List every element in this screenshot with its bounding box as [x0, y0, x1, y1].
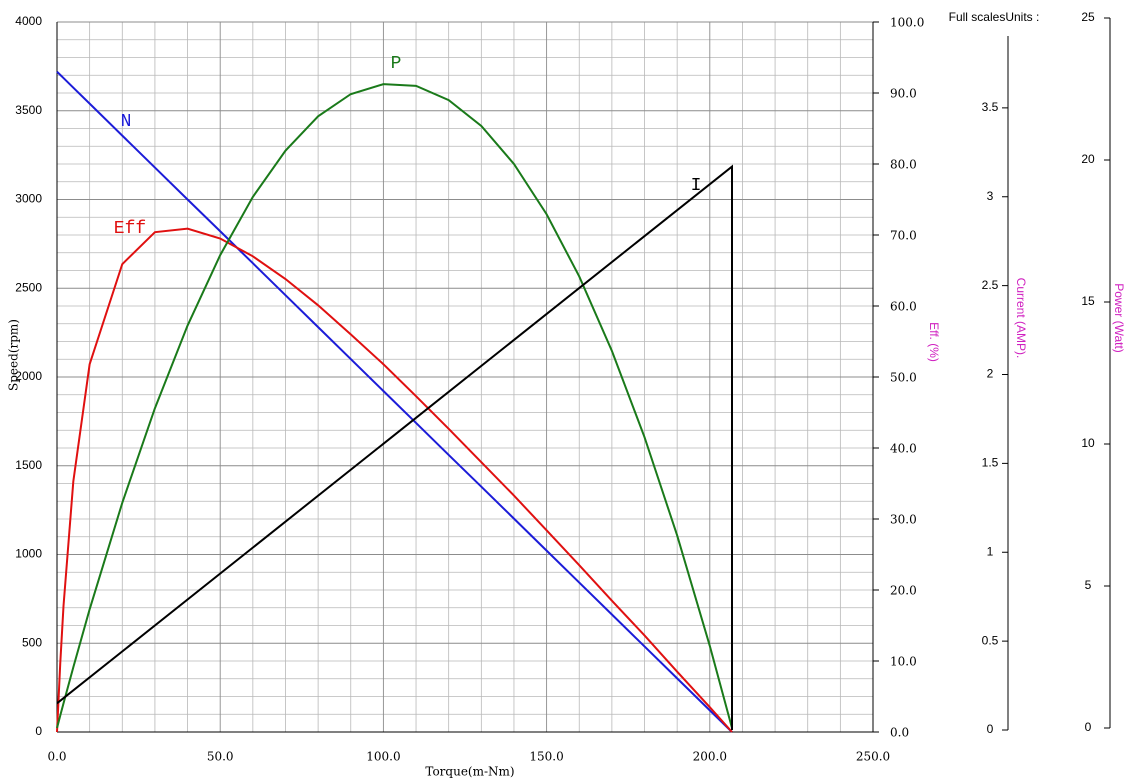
y-tick-label: 4000 — [15, 14, 42, 28]
y3-tick-label: 1 — [987, 544, 994, 558]
y-tick-label: 2000 — [15, 369, 42, 383]
y4-tick-label: 0 — [1085, 720, 1092, 734]
y3-tick-label: 1.5 — [982, 456, 999, 470]
y2-tick-label: 30.0 — [890, 513, 917, 527]
y-tick-label: 1500 — [15, 458, 42, 472]
y-tick-label: 500 — [22, 635, 42, 649]
y-tick-label: 0 — [35, 724, 42, 738]
y-tick-label: 1000 — [15, 547, 42, 561]
series-label: I — [691, 176, 702, 196]
x-tick-label: 250.0 — [856, 750, 890, 764]
y2-tick-label: 20.0 — [890, 584, 917, 598]
y4-tick-label: 15 — [1081, 294, 1095, 308]
x-tick-label: 50.0 — [207, 750, 234, 764]
series-line — [56, 227, 733, 733]
series-label: P — [391, 54, 402, 74]
y-tick-label: 3000 — [15, 192, 42, 206]
y-tick-label: 2500 — [15, 280, 42, 294]
y2-tick-label: 100.0 — [890, 16, 924, 30]
current-axis-title: Current (AMP). — [1014, 278, 1028, 359]
y2-tick-label: 80.0 — [890, 158, 917, 172]
x-axis-title: Torque(m-Nm) — [425, 765, 514, 779]
series-line — [56, 70, 733, 733]
y2-tick-label: 40.0 — [890, 442, 917, 456]
y2-tick-label: 70.0 — [890, 229, 917, 243]
x-tick-label: 150.0 — [529, 750, 563, 764]
y2-tick-label: 60.0 — [890, 300, 917, 314]
y4-tick-label: 10 — [1081, 436, 1095, 450]
series-label: N — [121, 112, 132, 132]
y-tick-label: 3500 — [15, 103, 42, 117]
y3-tick-label: 2.5 — [982, 278, 999, 292]
y3-tick-label: 2 — [987, 367, 994, 381]
y2-tick-label: 0.0 — [890, 726, 909, 740]
y4-tick-label: 5 — [1085, 578, 1092, 592]
eff-axis-title: Eff. (%) — [927, 322, 941, 362]
y3-tick-label: 0 — [987, 722, 994, 736]
x-tick-label: 0.0 — [47, 750, 66, 764]
y2-tick-label: 90.0 — [890, 87, 917, 101]
power-axis-title: Power (Watt) — [1112, 283, 1126, 353]
series-label: Eff — [114, 219, 146, 239]
y3-tick-label: 0.5 — [982, 633, 999, 647]
y2-tick-label: 10.0 — [890, 655, 917, 669]
y-axis-title: Speed(rpm) — [7, 319, 21, 391]
series-line — [56, 83, 733, 729]
axes-note: Full scalesUnits : — [949, 10, 1040, 24]
y2-tick-label: 50.0 — [890, 371, 917, 385]
y4-tick-label: 20 — [1081, 152, 1095, 166]
y3-tick-label: 3.5 — [982, 100, 999, 114]
y4-tick-label: 25 — [1081, 10, 1095, 24]
y3-tick-label: 3 — [987, 189, 994, 203]
series-line — [56, 164, 733, 730]
x-tick-label: 100.0 — [366, 750, 400, 764]
x-tick-label: 200.0 — [693, 750, 727, 764]
